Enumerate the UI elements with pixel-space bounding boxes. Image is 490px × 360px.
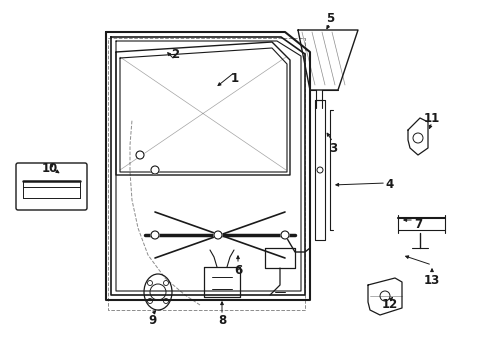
Circle shape xyxy=(151,231,159,239)
Text: 2: 2 xyxy=(171,49,179,62)
Circle shape xyxy=(281,231,289,239)
Text: 7: 7 xyxy=(414,217,422,230)
Text: 6: 6 xyxy=(234,264,242,276)
Circle shape xyxy=(151,166,159,174)
Text: 3: 3 xyxy=(329,141,337,154)
Text: 5: 5 xyxy=(326,12,334,24)
Text: 12: 12 xyxy=(382,298,398,311)
Text: 13: 13 xyxy=(424,274,440,287)
Text: 10: 10 xyxy=(42,162,58,175)
Text: 9: 9 xyxy=(148,314,156,327)
Text: 4: 4 xyxy=(386,179,394,192)
Circle shape xyxy=(214,231,222,239)
Circle shape xyxy=(136,151,144,159)
Text: 1: 1 xyxy=(231,72,239,85)
Text: 8: 8 xyxy=(218,314,226,327)
Text: 11: 11 xyxy=(424,112,440,125)
